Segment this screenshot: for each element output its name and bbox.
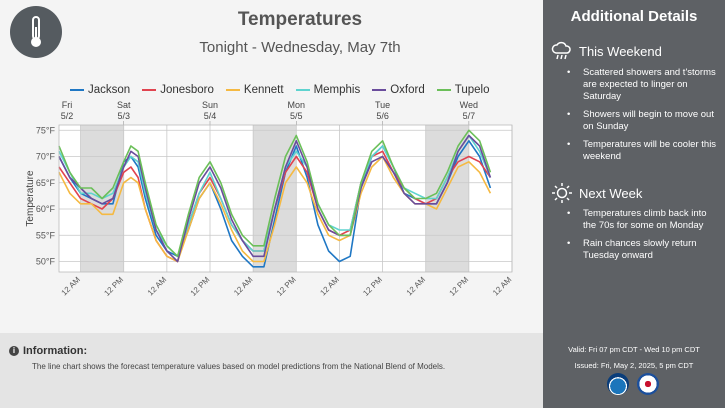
x-tick-label: 12 AM	[491, 275, 514, 298]
y-tick-label: 75°F	[36, 125, 56, 135]
list-item: Temperatures climb back into the 70s for…	[567, 208, 719, 232]
agency-logos	[607, 373, 667, 395]
thermometer-badge	[10, 6, 62, 58]
y-tick-label: 65°F	[36, 178, 56, 188]
next-week-list: Temperatures climb back into the 70s for…	[567, 208, 719, 268]
section-next-week: Next Week	[551, 182, 642, 204]
day-date-label: 5/3	[117, 111, 130, 121]
x-tick-label: 12 PM	[102, 275, 125, 298]
series-line-oxford	[58, 134, 492, 263]
info-heading-label: Information:	[23, 345, 88, 357]
list-item: Rain chances slowly return Tuesday onwar…	[567, 238, 719, 262]
legend-item-jonesboro: Jonesboro	[142, 84, 214, 96]
x-tick-label: 12 AM	[232, 275, 255, 298]
day-name-label: Mon	[288, 100, 306, 110]
day-date-label: 5/4	[204, 111, 217, 121]
day-date-label: 5/7	[463, 111, 476, 121]
day-name-label: Wed	[460, 100, 478, 110]
series-line-tupelo	[58, 129, 492, 258]
legend-label: Jackson	[88, 84, 131, 96]
legend-label: Kennett	[243, 84, 284, 96]
temperature-line-chart: 50°F 55°F 60°F 65°F 70°F 75°F 12 AM 12 PM 12 AM 1…	[25, 100, 514, 298]
x-tick-label: 12 PM	[448, 275, 471, 298]
y-tick-label: 70°F	[36, 152, 56, 162]
y-tick-label: 60°F	[36, 204, 56, 214]
legend-item-tupelo: Tupelo	[436, 84, 490, 96]
day-name-label: Tue	[375, 100, 390, 110]
legend-item-jackson: Jackson	[70, 84, 130, 96]
day-name-label: Sat	[117, 100, 131, 110]
legend-label: Memphis	[313, 84, 361, 96]
legend-item-memphis: Memphis	[295, 84, 361, 96]
issued-time: Issued: Fri, May 2, 2025, 5 pm CDT	[574, 361, 694, 370]
legend-label: Jonesboro	[160, 84, 214, 96]
info-text: The line chart shows the forecast temper…	[32, 362, 446, 371]
page-title: Temperatures	[237, 9, 363, 30]
x-tick-label: 12 PM	[361, 275, 384, 298]
legend-swatch	[295, 89, 310, 91]
sidebar-title: Additional Details	[570, 8, 698, 25]
page-subtitle: Tonight - Wednesday, May 7th	[199, 39, 401, 56]
list-item: Scattered showers and t'storms are expec…	[567, 67, 719, 103]
list-item: Showers will begin to move out on Sunday	[567, 109, 719, 133]
information-panel: i Information: The line chart shows the …	[0, 333, 543, 408]
chart-area: Temperatures Tonight - Wednesday, May 7t…	[10, 6, 514, 298]
x-tick-label: 12 PM	[275, 275, 298, 298]
legend-swatch	[70, 89, 84, 91]
section2-heading: Next Week	[579, 185, 643, 201]
rain-cloud-icon	[551, 41, 571, 60]
day-date-label: 5/5	[290, 111, 303, 121]
thermometer-icon	[31, 16, 41, 47]
legend-swatch	[225, 89, 240, 91]
day-name-label: Fri	[62, 100, 73, 110]
noaa-logo	[607, 373, 629, 395]
x-tick-label: 12 AM	[405, 275, 428, 298]
day-date-label: 5/2	[61, 111, 74, 121]
x-tick-label: 12 AM	[60, 275, 83, 298]
y-axis-label: Temperature	[25, 170, 36, 227]
legend-label: Tupelo	[454, 84, 490, 96]
section1-heading: This Weekend	[579, 43, 662, 59]
list-item: Temperatures will be cooler this weekend	[567, 139, 719, 163]
legend-swatch	[372, 89, 387, 91]
main-panel: Temperatures Tonight - Wednesday, May 7t…	[0, 6, 543, 408]
day-date-label: 5/6	[376, 111, 389, 121]
y-tick-label: 55°F	[36, 230, 56, 240]
sidebar: Additional Details This Weekend Scattere…	[543, 0, 725, 408]
this-weekend-list: Scattered showers and t'storms are expec…	[567, 67, 719, 169]
legend-swatch	[142, 89, 157, 91]
valid-time: Valid: Fri 07 pm CDT - Wed 10 pm CDT	[568, 345, 700, 354]
nws-logo	[637, 373, 659, 395]
day-name-label: Sun	[202, 100, 218, 110]
chart-legend: Jackson Jonesboro Kennett Memphis Oxford Tupe…	[70, 84, 510, 96]
x-tick-label: 12 AM	[318, 275, 341, 298]
y-tick-label: 50°F	[36, 257, 56, 267]
info-icon: i	[9, 346, 19, 356]
plot-border	[58, 124, 513, 273]
sun-icon	[552, 183, 572, 203]
section-this-weekend: This Weekend	[551, 41, 662, 61]
legend-swatch	[436, 89, 451, 91]
legend-label: Oxford	[390, 84, 425, 96]
info-heading: i Information:	[9, 345, 87, 357]
x-tick-label: 12 AM	[146, 275, 169, 298]
legend-item-oxford: Oxford	[372, 84, 425, 96]
x-tick-label: 12 PM	[189, 275, 212, 298]
legend-item-kennett: Kennett	[225, 84, 284, 96]
